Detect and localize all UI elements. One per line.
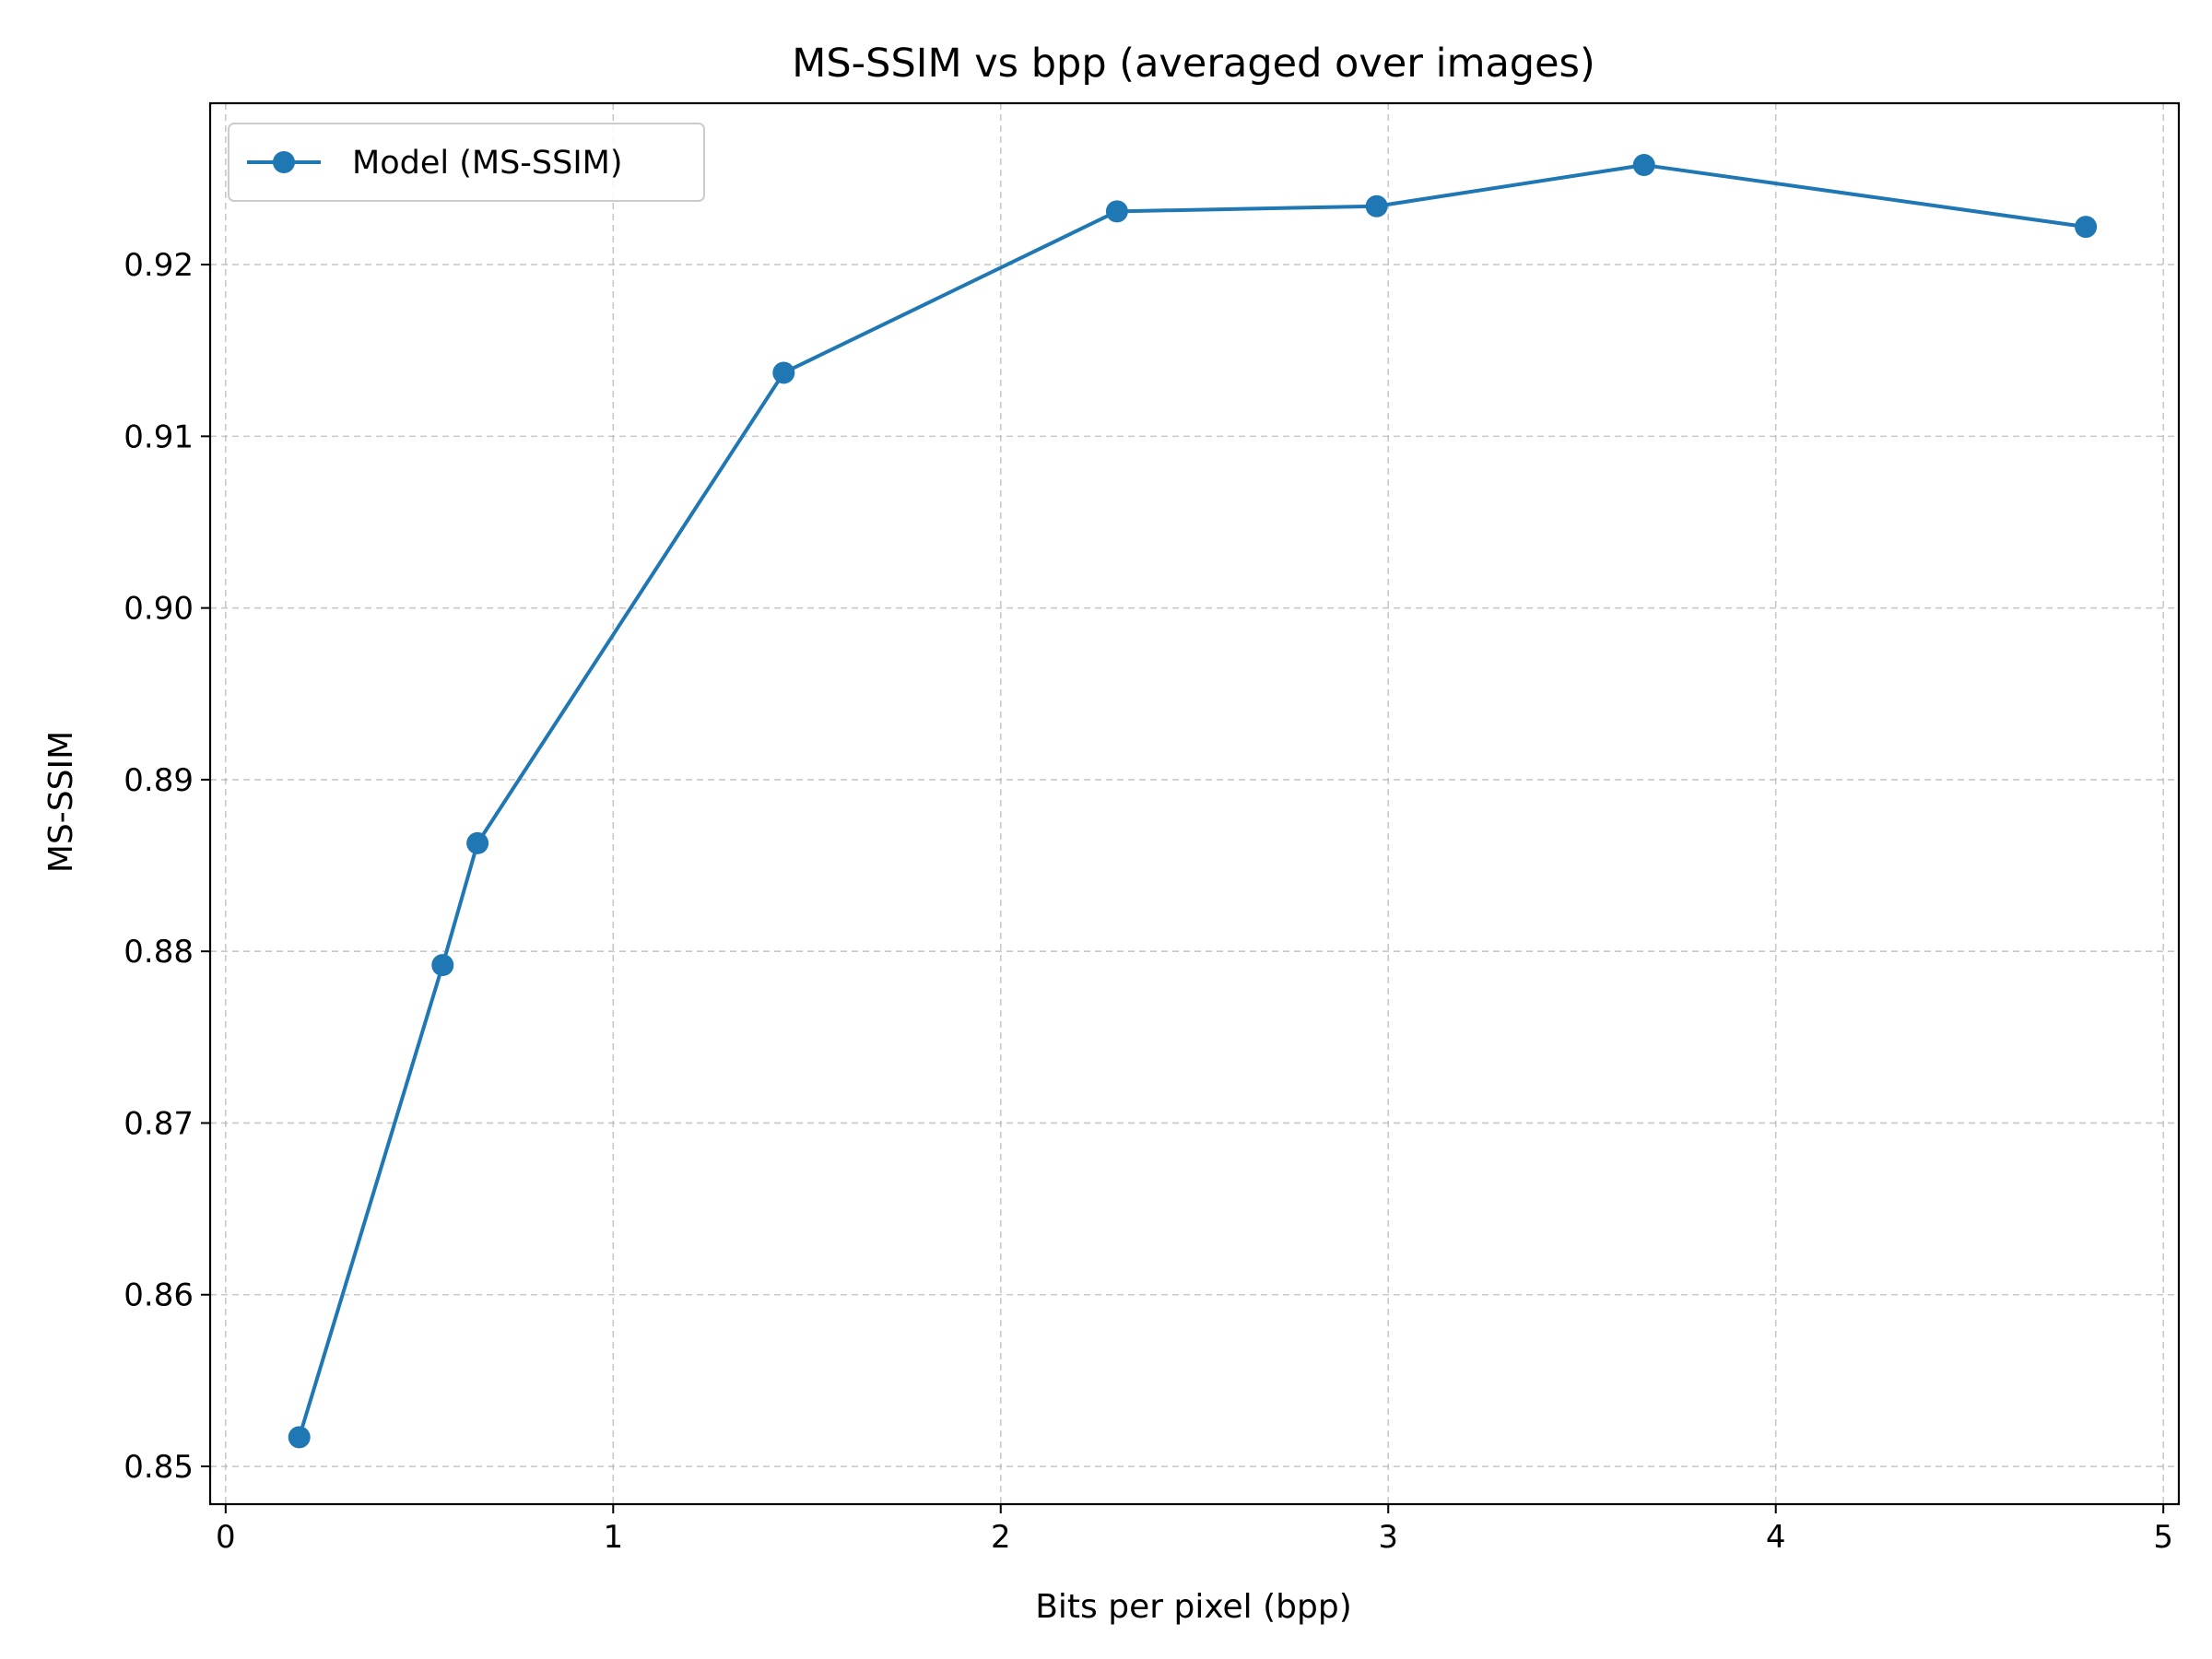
data-point <box>288 1426 311 1449</box>
plot-frame <box>208 101 2181 1506</box>
x-tick-label: 4 <box>1766 1519 1786 1556</box>
x-tick-label: 2 <box>991 1519 1011 1556</box>
x-tick-label: 3 <box>1378 1519 1398 1556</box>
x-axis-label: Bits per pixel (bpp) <box>1035 1588 1352 1626</box>
data-point <box>431 954 454 977</box>
data-point <box>466 831 489 854</box>
data-point <box>2075 216 2098 239</box>
data-point <box>1105 200 1128 223</box>
chart-title: MS-SSIM vs bpp (averaged over images) <box>792 41 1594 87</box>
axes-layer: 0 1 2 3 4 5 0.85 0.86 0.87 0.88 0.89 0.90 0.91 0.92 <box>124 101 2181 1556</box>
y-tick-label: 0.91 <box>124 418 194 455</box>
legend-box <box>228 123 705 202</box>
y-tick-label: 0.89 <box>124 762 194 799</box>
y-tick-label: 0.87 <box>124 1105 194 1142</box>
data-point <box>772 361 795 384</box>
y-tick-label: 0.88 <box>124 934 194 971</box>
y-tick-label: 0.92 <box>124 247 194 284</box>
y-tick-label: 0.86 <box>124 1277 194 1314</box>
grid-layer <box>210 103 2179 1504</box>
y-axis-label: MS-SSIM <box>42 731 80 873</box>
x-tick-label: 1 <box>603 1519 623 1556</box>
legend: Model (MS-SSIM) <box>228 123 705 202</box>
series-line <box>297 163 2088 1440</box>
x-tick-label: 0 <box>216 1519 236 1556</box>
y-tick-label: 0.85 <box>124 1449 194 1486</box>
y-tick-label: 0.90 <box>124 591 194 628</box>
x-tick-label: 5 <box>2153 1519 2173 1556</box>
series-layer <box>288 154 2098 1449</box>
data-point <box>1365 194 1388 218</box>
legend-marker <box>273 151 295 173</box>
legend-label: Model (MS-SSIM) <box>352 145 623 182</box>
data-point <box>1632 154 1655 177</box>
